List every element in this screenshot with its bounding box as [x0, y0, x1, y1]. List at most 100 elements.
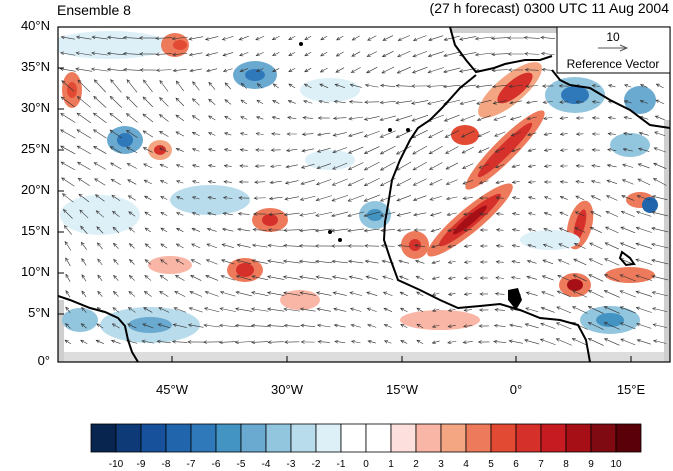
wind-vector	[427, 85, 445, 87]
wind-vector	[463, 325, 473, 327]
wind-vector	[656, 83, 664, 89]
wind-vector	[509, 85, 523, 87]
wind-vector	[316, 163, 332, 169]
wind-vector-head	[463, 260, 468, 264]
wind-vector	[319, 83, 329, 89]
wind-vector-head	[139, 52, 144, 56]
wind-vector-head	[591, 100, 596, 104]
wind-vector	[144, 179, 152, 185]
wind-vector-head	[525, 100, 531, 105]
wind-vector	[97, 258, 103, 266]
wind-vector	[620, 242, 636, 250]
wind-vector-head	[222, 68, 228, 73]
wind-vector	[160, 212, 168, 216]
wind-vector	[443, 51, 461, 57]
wind-vector	[511, 148, 521, 152]
wind-vector-head	[603, 274, 608, 278]
wind-vector	[574, 227, 586, 233]
wind-vector	[651, 227, 669, 233]
wind-vector-head	[383, 307, 388, 312]
wind-vector-head	[495, 244, 500, 248]
wind-vector-head	[508, 339, 513, 344]
wind-vector	[495, 147, 505, 153]
wind-vector	[333, 117, 347, 119]
wind-vector-head	[635, 258, 640, 263]
wind-vector	[348, 131, 364, 137]
wind-vector-head	[479, 212, 484, 216]
wind-vector	[176, 180, 184, 184]
wind-vector	[380, 211, 396, 217]
wind-vector-head	[447, 260, 452, 264]
land-mask-top	[450, 27, 557, 33]
wind-vector-head	[479, 196, 484, 200]
wind-vector	[622, 164, 634, 168]
wind-vector	[317, 324, 331, 328]
anomaly-patch	[170, 185, 250, 215]
wind-vector-head	[559, 148, 564, 152]
colorbar-swatch	[390, 423, 417, 453]
wind-vector	[92, 36, 108, 40]
wind-vector	[652, 291, 668, 297]
wind-vector	[223, 68, 233, 72]
wind-vector	[81, 290, 87, 298]
wind-vector	[604, 338, 620, 346]
wind-vector	[300, 308, 316, 312]
wind-vector-head	[543, 227, 548, 232]
wind-vector-head	[304, 36, 309, 41]
wind-vector	[368, 340, 376, 344]
wind-vector	[476, 99, 492, 105]
wind-vector	[544, 212, 552, 216]
wind-vector	[654, 131, 666, 137]
wind-vector	[251, 341, 269, 343]
wind-vector-head	[316, 323, 322, 328]
wind-vector-head	[288, 68, 293, 72]
wind-vector	[556, 322, 572, 330]
wind-vector-head	[175, 97, 180, 102]
wind-vector	[81, 242, 87, 250]
wind-vector-head	[299, 197, 304, 201]
wind-vector-head	[427, 53, 432, 58]
wind-vector-head	[316, 307, 321, 312]
wind-vector	[332, 276, 348, 280]
wind-vector	[128, 195, 136, 201]
wind-vector	[621, 195, 635, 201]
wind-vector	[113, 243, 119, 249]
wind-vector	[349, 276, 363, 280]
wind-vector-head	[236, 243, 241, 247]
wind-vector-head	[284, 197, 289, 201]
wind-vector-head	[651, 211, 656, 215]
wind-vector	[428, 130, 444, 138]
wind-vector	[560, 133, 568, 135]
wind-vector	[268, 341, 284, 343]
wind-vector-head	[175, 164, 180, 168]
wind-vector-head	[236, 259, 241, 263]
wind-vector	[427, 99, 445, 105]
wind-vector	[107, 36, 125, 40]
wind-vector	[572, 306, 588, 314]
wind-vector	[332, 162, 348, 170]
plot-area	[58, 27, 670, 362]
wind-vector	[620, 226, 636, 234]
wind-vector-head	[172, 68, 177, 73]
wind-vector-head	[558, 227, 563, 231]
wind-vector	[448, 308, 456, 312]
wind-vector-head	[237, 212, 242, 216]
wind-vector-head	[651, 275, 656, 279]
wind-vector-head	[395, 134, 400, 138]
wind-vector-head	[284, 181, 290, 185]
wind-vector-head	[191, 98, 196, 103]
wind-vector	[416, 275, 424, 281]
wind-vector	[525, 323, 539, 329]
wind-vector-head	[80, 323, 85, 328]
wind-vector	[448, 244, 456, 248]
wind-vector-head	[270, 164, 275, 169]
wind-vector-head	[445, 150, 450, 154]
wind-vector	[208, 148, 216, 152]
wind-vector	[110, 79, 122, 93]
wind-vector-head	[218, 340, 223, 345]
wind-vector	[444, 114, 460, 122]
wind-vector	[317, 308, 331, 312]
wind-vector-head	[112, 210, 117, 215]
wind-vector	[80, 225, 88, 235]
wind-vector-head	[446, 212, 451, 217]
